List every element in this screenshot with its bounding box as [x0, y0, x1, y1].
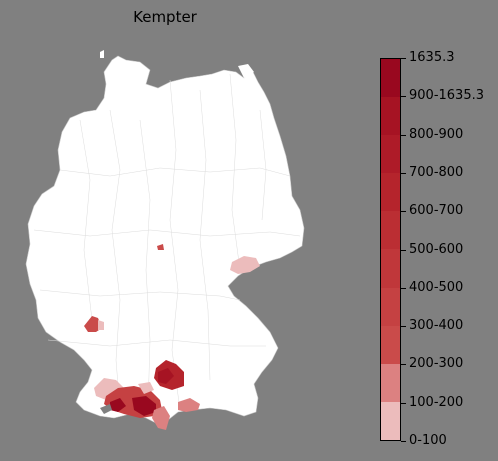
region-palatinate-light [98, 320, 104, 330]
legend-tick-mark [401, 211, 406, 213]
legend-segment [381, 287, 400, 326]
region-bavaria-core [158, 368, 174, 384]
region-swabia-dark2 [110, 398, 126, 412]
east-island [238, 64, 254, 78]
district-borders [33, 73, 301, 411]
legend-tick-label: 700-800 [409, 164, 464, 180]
region-lake [100, 404, 112, 414]
legend-tick-mark [401, 402, 406, 404]
legend-tick-label: 800-900 [409, 126, 464, 142]
legend-segment [381, 401, 400, 440]
legend-tick-mark [401, 287, 406, 289]
region-allgaeu [152, 406, 170, 430]
legend-segment [381, 249, 400, 288]
legend-segment [381, 325, 400, 364]
map-title: Kempter [133, 8, 197, 26]
legend-segment [381, 135, 400, 174]
legend-tick-label: 300-400 [409, 318, 464, 334]
region-saxony [230, 256, 260, 274]
legend-tick-label: 200-300 [409, 356, 464, 372]
region-upper-bavaria [178, 398, 200, 412]
legend-tick-mark [401, 441, 406, 442]
legend-colorbar [380, 58, 401, 441]
legend-tick-label: 0-100 [409, 433, 447, 448]
region-palatinate [84, 316, 102, 332]
legend-tick-mark [401, 96, 406, 98]
legend-segment [381, 363, 400, 402]
legend-tick-mark [401, 364, 406, 366]
legend-tick-label: 500-600 [409, 241, 464, 257]
legend-segment [381, 59, 400, 98]
legend-segment [381, 173, 400, 212]
legend-segment [381, 97, 400, 136]
legend-tick-label: 900-1635.3 [409, 88, 484, 104]
legend-tick-label: 100-200 [409, 394, 464, 410]
legend-tick-mark [401, 172, 406, 174]
region-south-light [138, 382, 154, 394]
legend-segment [381, 211, 400, 250]
legend-tick-mark [401, 249, 406, 251]
legend-tick-mark [401, 326, 406, 328]
legend-labels: 1635.3 900-1635.3 800-900 700-800 600-700 500… [401, 50, 498, 448]
legend-tick-label: 400-500 [409, 279, 464, 295]
legend-tick-mark [401, 58, 406, 59]
region-swabia-dark [132, 396, 156, 416]
north-island [100, 50, 104, 58]
region-thuringia [157, 244, 164, 250]
legend-tick-label: 1635.3 [409, 50, 455, 65]
legend-tick-label: 600-700 [409, 203, 464, 219]
legend-tick-mark [401, 134, 406, 136]
